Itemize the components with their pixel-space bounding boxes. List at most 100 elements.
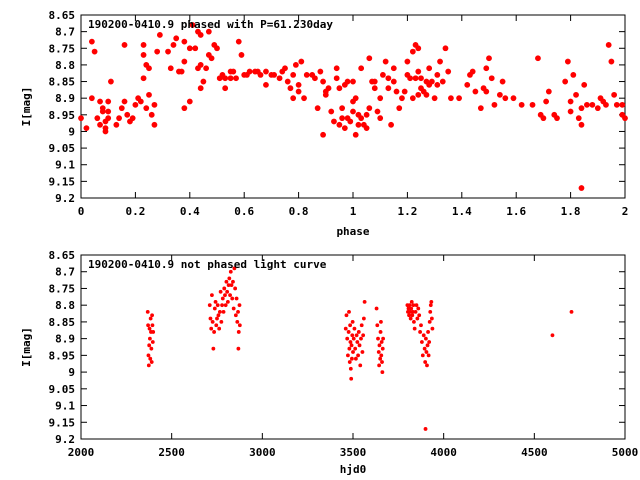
- data-point: [425, 343, 430, 348]
- data-point: [290, 71, 297, 78]
- data-point: [225, 299, 230, 304]
- data-point: [208, 316, 213, 321]
- data-point: [469, 68, 476, 75]
- data-point: [417, 313, 422, 318]
- data-point: [237, 323, 242, 328]
- data-point: [358, 363, 363, 368]
- data-point: [434, 81, 441, 88]
- data-point: [385, 75, 392, 82]
- plot-frame: [80, 14, 626, 199]
- x-tick-label: 4500: [521, 446, 548, 459]
- data-point: [410, 313, 415, 318]
- data-point: [408, 316, 413, 321]
- data-point: [439, 78, 446, 85]
- data-point: [105, 115, 112, 122]
- data-point: [223, 303, 228, 308]
- data-point: [208, 55, 215, 62]
- data-point: [415, 68, 422, 75]
- data-point: [355, 121, 362, 128]
- data-point: [434, 71, 441, 78]
- data-point: [603, 101, 609, 108]
- data-point: [215, 316, 219, 321]
- data-point: [146, 363, 151, 368]
- data-point: [362, 299, 367, 304]
- chart-title: 190200-0410.9 not phased light curve: [88, 258, 327, 271]
- y-tick-label: 9.1: [55, 400, 75, 413]
- data-point: [298, 58, 305, 65]
- data-point: [295, 81, 302, 88]
- data-point: [413, 309, 418, 314]
- data-point: [303, 71, 310, 78]
- data-point: [94, 115, 101, 122]
- data-point: [219, 320, 224, 324]
- data-point: [499, 78, 506, 85]
- data-point: [146, 323, 150, 328]
- data-point: [151, 121, 158, 128]
- data-point: [151, 330, 156, 334]
- data-point: [148, 316, 153, 321]
- data-point: [88, 95, 95, 102]
- y-tick-label: 8.65: [49, 249, 76, 262]
- data-point: [231, 279, 235, 284]
- y-tick-label: 8.8: [55, 59, 75, 72]
- data-point: [578, 185, 585, 191]
- data-point: [348, 366, 353, 371]
- data-point: [228, 269, 233, 274]
- data-point: [271, 71, 278, 78]
- data-point: [431, 95, 438, 102]
- data-point: [346, 330, 351, 334]
- data-point: [146, 353, 151, 358]
- data-point: [210, 293, 214, 298]
- data-series: [145, 266, 574, 431]
- data-point: [148, 356, 153, 361]
- data-point: [282, 65, 288, 72]
- data-point: [379, 340, 384, 344]
- data-point: [483, 88, 490, 95]
- data-point: [284, 78, 291, 85]
- data-series: [78, 22, 628, 191]
- data-point: [352, 326, 357, 331]
- y-tick-label: 9.15: [49, 416, 76, 429]
- data-point: [116, 115, 122, 122]
- data-point: [409, 306, 414, 311]
- data-point: [496, 91, 503, 98]
- data-point: [567, 108, 574, 115]
- data-point: [396, 105, 403, 112]
- data-point: [150, 340, 155, 344]
- data-point: [569, 309, 574, 314]
- data-point: [154, 48, 161, 55]
- data-point: [231, 306, 236, 311]
- x-axis-label: hjd0: [340, 463, 367, 476]
- data-point: [379, 320, 383, 324]
- x-tick-label: 0.6: [234, 205, 254, 218]
- data-point: [167, 65, 174, 72]
- data-point: [129, 115, 136, 122]
- data-point: [407, 75, 414, 82]
- y-axis-label: I[mag]: [20, 87, 33, 127]
- x-tick-label: 0.2: [125, 205, 145, 218]
- data-point: [613, 101, 620, 108]
- data-point: [351, 350, 355, 354]
- data-point: [124, 111, 131, 118]
- data-point: [173, 35, 180, 42]
- x-tick-label: 1.8: [561, 205, 581, 218]
- data-point: [378, 330, 383, 334]
- data-point: [488, 75, 495, 82]
- data-point: [578, 121, 585, 128]
- data-point: [409, 299, 414, 304]
- data-point: [165, 48, 171, 55]
- data-point: [151, 101, 158, 108]
- x-tick-label: 0.4: [180, 205, 200, 218]
- data-point: [420, 340, 424, 344]
- data-point: [428, 303, 433, 308]
- data-point: [235, 38, 242, 45]
- data-point: [216, 313, 221, 318]
- x-tick-label: 3500: [340, 446, 367, 459]
- x-tick-label: 0: [78, 205, 85, 218]
- data-point: [427, 340, 432, 344]
- data-point: [380, 346, 385, 351]
- data-point: [426, 353, 431, 358]
- data-point: [581, 81, 588, 88]
- data-point: [423, 427, 428, 431]
